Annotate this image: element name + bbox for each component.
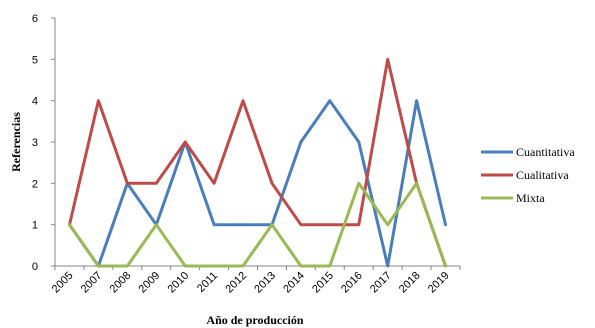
x-tick-label: 2016 [339,270,365,296]
y-tick-label: 4 [32,96,38,108]
x-tick-label: 2019 [426,270,452,296]
y-tick-label: 2 [32,178,38,190]
x-tick-label: 2011 [195,270,220,295]
x-tick-label: 2005 [50,270,76,296]
x-tick-label: 2013 [252,270,278,296]
x-tick-label: 2012 [223,270,249,296]
y-tick-label: 3 [32,137,38,149]
x-tick-label: 2008 [108,270,134,296]
series-line-cualitativa [68,57,447,268]
y-axis-title: Referencias [9,112,23,172]
x-tick-label: 2014 [281,270,307,296]
x-tick-label: 2015 [310,270,336,296]
legend-label: Mixta [516,191,545,205]
y-tick-label: 0 [32,261,38,273]
x-tick-label: 2009 [137,270,163,296]
y-ticks: 0 1 2 3 4 5 6 [32,13,55,273]
series-lines [68,57,447,268]
x-tick-label: 2017 [368,270,394,296]
series-line-cuantitativa [68,99,447,268]
x-tick-label: 2007 [79,270,105,296]
x-tick-label: 2018 [397,270,423,296]
y-tick-label: 5 [32,54,38,66]
legend-label: Cualitativa [516,168,569,182]
x-tick-label: 2010 [166,270,192,296]
legend: Cuantitativa Cualitativa Mixta [481,145,575,205]
legend-label: Cuantitativa [516,145,575,159]
y-tick-label: 6 [32,13,38,25]
x-axis-title: Año de producción [206,313,303,327]
y-tick-label: 1 [32,220,38,232]
series-line-mixta [68,181,447,268]
x-ticks: 2005 2007 2008 2009 2010 2011 2012 2013 2014 2015… [50,266,461,296]
